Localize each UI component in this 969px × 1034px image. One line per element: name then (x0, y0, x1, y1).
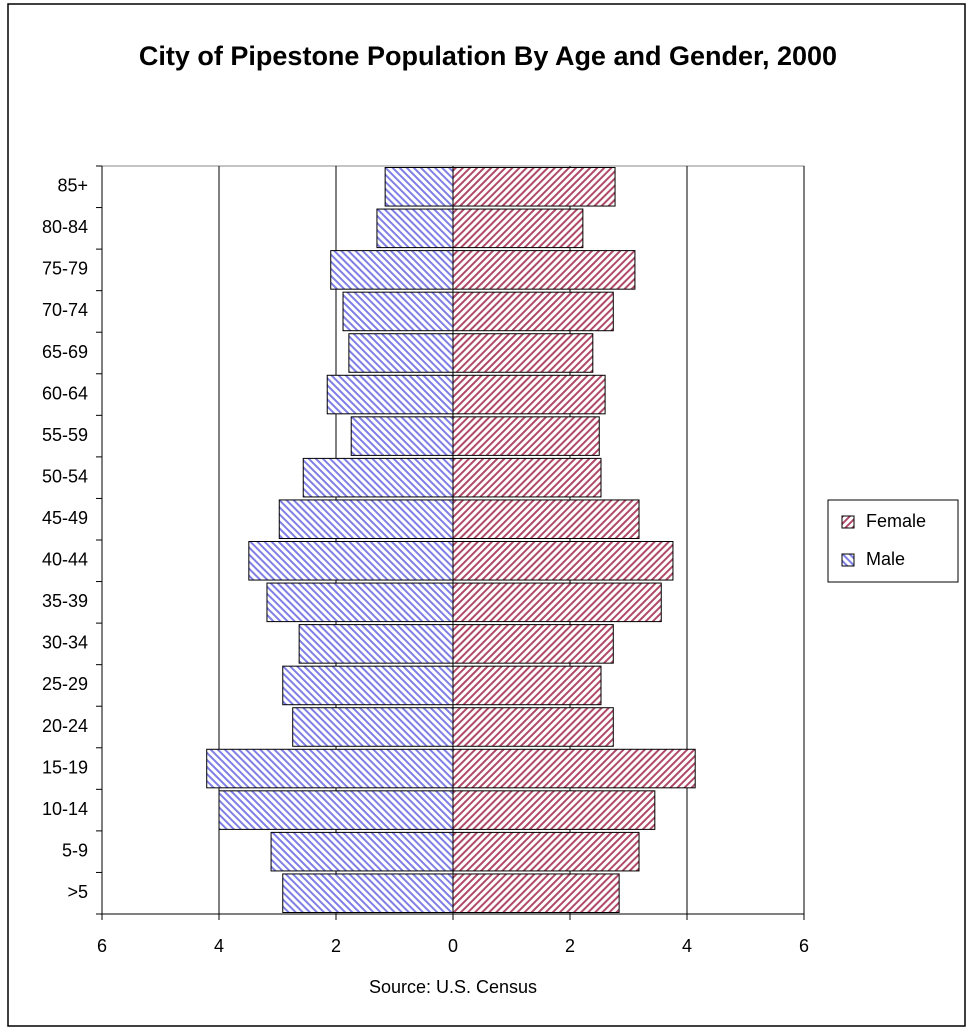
bar (282, 665, 454, 706)
bar (282, 873, 454, 914)
bar (350, 416, 454, 456)
y-tick-label: 35-39 (42, 591, 88, 611)
y-tick-label: 5-9 (62, 840, 88, 860)
bar (452, 208, 584, 249)
bar (298, 624, 454, 664)
bar (452, 707, 614, 747)
bar (248, 541, 454, 581)
bar (452, 416, 600, 456)
bar (302, 457, 454, 498)
x-tick-label: 2 (331, 936, 341, 956)
bar (452, 167, 616, 207)
bar (376, 208, 454, 249)
y-tick-label: 10-14 (42, 799, 88, 819)
y-tick-label: 15-19 (42, 757, 88, 777)
y-tick-label: 65-69 (42, 342, 88, 362)
y-tick-label: >5 (67, 882, 88, 902)
bar (452, 499, 640, 540)
x-tick-label: 4 (214, 936, 224, 956)
y-tick-label: 45-49 (42, 508, 88, 528)
bar (342, 291, 454, 332)
y-tick-label: 80-84 (42, 217, 88, 237)
bar (206, 748, 454, 789)
bar (292, 707, 454, 747)
y-tick-label: 25-29 (42, 674, 88, 694)
legend-label: Female (866, 511, 926, 531)
bar (452, 831, 640, 872)
x-tick-label: 2 (565, 936, 575, 956)
bar (452, 790, 656, 830)
bar (278, 499, 454, 540)
bar (452, 457, 602, 498)
bar (218, 790, 454, 830)
bar (452, 582, 662, 623)
chart-title: City of Pipestone Population By Age and … (138, 41, 838, 71)
bar (270, 831, 454, 872)
y-tick-label: 40-44 (42, 550, 88, 570)
bar (384, 167, 454, 207)
bar (452, 873, 620, 914)
bar (266, 582, 454, 623)
y-tick-label: 60-64 (42, 383, 88, 403)
bar (452, 541, 674, 581)
y-tick-label: 20-24 (42, 716, 88, 736)
x-tick-label: 6 (799, 936, 809, 956)
legend-swatch (841, 515, 855, 529)
x-axis-label: Source: U.S. Census (369, 977, 537, 997)
bar (452, 374, 606, 415)
bar (452, 333, 594, 373)
bar (330, 250, 454, 290)
bar (452, 250, 636, 290)
bar (326, 374, 454, 415)
bar (348, 333, 454, 373)
y-tick-label: 70-74 (42, 300, 88, 320)
y-tick-label: 75-79 (42, 259, 88, 279)
legend-box (827, 499, 959, 583)
legend-swatch (841, 553, 855, 567)
x-tick-label: 6 (97, 936, 107, 956)
y-tick-label: 50-54 (42, 466, 88, 486)
bar (452, 624, 614, 664)
bar (452, 665, 602, 706)
bar (452, 291, 614, 332)
y-tick-label: 85+ (57, 176, 88, 196)
bar (452, 748, 696, 789)
y-tick-label: 30-34 (42, 633, 88, 653)
x-tick-label: 0 (448, 936, 458, 956)
legend-label: Male (866, 549, 905, 569)
x-tick-label: 4 (682, 936, 692, 956)
y-tick-label: 55-59 (42, 425, 88, 445)
